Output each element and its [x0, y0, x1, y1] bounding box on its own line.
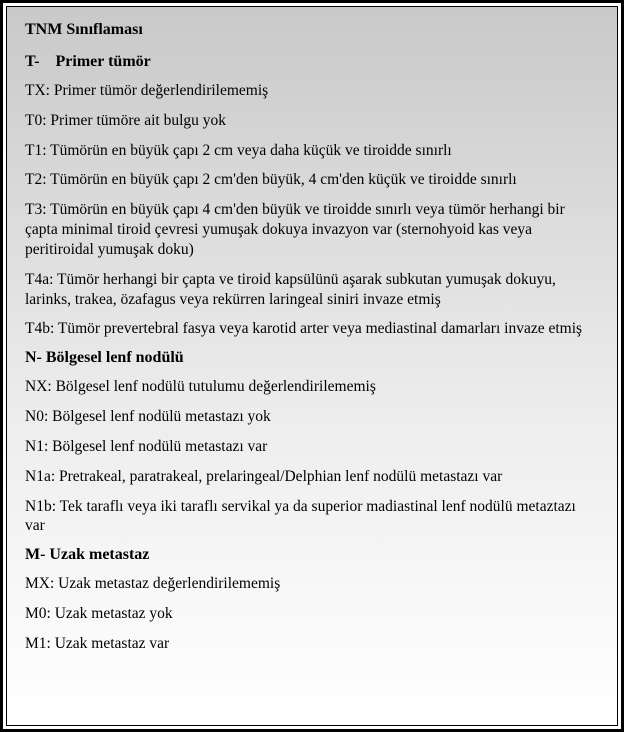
- entry-desc: Bölgesel lenf nodülü metastazı yok: [48, 408, 271, 425]
- section-header-m: M- Uzak metastaz: [25, 546, 599, 564]
- entry-m: M0: Uzak metastaz yok: [25, 604, 599, 624]
- entry-code: N1:: [25, 438, 48, 455]
- entry-code: M1:: [25, 635, 51, 652]
- entry-desc: Uzak metastaz yok: [51, 605, 173, 622]
- entry-n: N1b: Tek taraflı veya iki taraflı servik…: [25, 497, 599, 537]
- entry-desc: Bölgesel lenf nodülü metastazı var: [48, 438, 267, 455]
- entry-n: N0: Bölgesel lenf nodülü metastazı yok: [25, 407, 599, 427]
- entry-m: M1: Uzak metastaz var: [25, 634, 599, 654]
- entry-code: T0:: [25, 112, 47, 129]
- entry-code: T4b:: [25, 320, 54, 337]
- entry-t: TX: Primer tümör değerlendirilememiş: [25, 81, 599, 101]
- entry-code: N1b:: [25, 498, 56, 515]
- entry-code: N0:: [25, 408, 48, 425]
- entry-desc: Uzak metastaz var: [51, 635, 169, 652]
- entry-t: T2: Tümörün en büyük çapı 2 cm'den büyük…: [25, 170, 599, 190]
- entry-desc: Tümörün en büyük çapı 2 cm veya daha küç…: [47, 142, 452, 159]
- entry-code: MX:: [25, 575, 54, 592]
- section-header-t: T- Primer tümör: [25, 53, 599, 71]
- document-frame: TNM Sınıflaması T- Primer tümör TX: Prim…: [0, 0, 624, 732]
- entry-desc: Tümörün en büyük çapı 2 cm'den büyük, 4 …: [47, 171, 517, 188]
- entry-code: M0:: [25, 605, 51, 622]
- entry-desc: Tümör prevertebral fasya veya karotid ar…: [54, 320, 582, 337]
- entry-t: T4a: Tümör herhangi bir çapta ve tiroid …: [25, 270, 599, 310]
- entry-code: NX:: [25, 378, 52, 395]
- entry-code: T4a:: [25, 271, 53, 288]
- entry-n: N1a: Pretrakeal, paratrakeal, prelaringe…: [25, 467, 599, 487]
- entry-desc: Primer tümöre ait bulgu yok: [47, 112, 227, 129]
- entry-t: T3: Tümörün en büyük çapı 4 cm'den büyük…: [25, 200, 599, 259]
- entry-m: MX: Uzak metastaz değerlendirilememiş: [25, 574, 599, 594]
- entry-t: T4b: Tümör prevertebral fasya veya karot…: [25, 319, 599, 339]
- document-title: TNM Sınıflaması: [25, 21, 599, 39]
- entry-desc: Bölgesel lenf nodülü tutulumu değerlendi…: [52, 378, 376, 395]
- entry-n: N1: Bölgesel lenf nodülü metastazı var: [25, 437, 599, 457]
- document-inner: TNM Sınıflaması T- Primer tümör TX: Prim…: [6, 6, 618, 726]
- section-header-n: N- Bölgesel lenf nodülü: [25, 349, 599, 367]
- entry-desc: Tümör herhangi bir çapta ve tiroid kapsü…: [25, 271, 556, 308]
- entry-code: T2:: [25, 171, 47, 188]
- entry-desc: Primer tümör değerlendirilememiş: [50, 82, 268, 99]
- entry-desc: Tek taraflı veya iki taraflı servikal ya…: [25, 498, 576, 535]
- entry-n: NX: Bölgesel lenf nodülü tutulumu değerl…: [25, 377, 599, 397]
- entry-desc: Pretrakeal, paratrakeal, prelaringeal/De…: [55, 468, 502, 485]
- entry-desc: Tümörün en büyük çapı 4 cm'den büyük ve …: [25, 201, 565, 258]
- entry-code: TX:: [25, 82, 50, 99]
- entry-code: T1:: [25, 142, 47, 159]
- entry-code: N1a:: [25, 468, 55, 485]
- entry-t: T0: Primer tümöre ait bulgu yok: [25, 111, 599, 131]
- entry-code: T3:: [25, 201, 47, 218]
- entry-t: T1: Tümörün en büyük çapı 2 cm veya daha…: [25, 141, 599, 161]
- entry-desc: Uzak metastaz değerlendirilememiş: [54, 575, 280, 592]
